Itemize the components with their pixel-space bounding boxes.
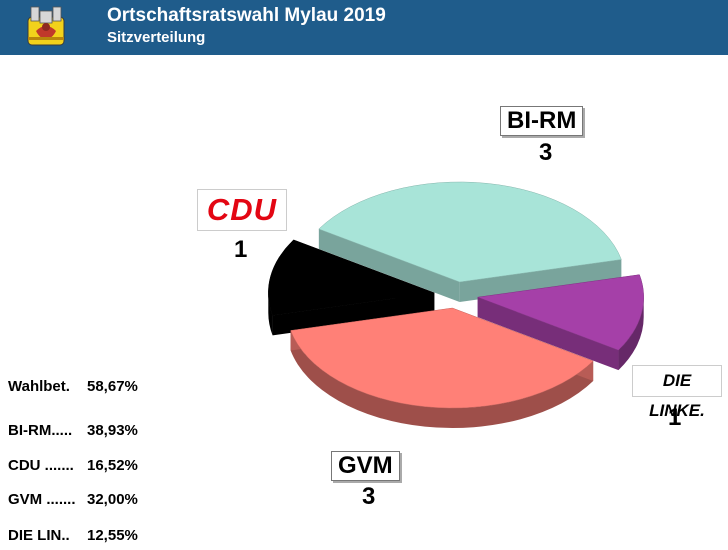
town-crest-icon	[27, 6, 65, 46]
die-linke-logo: DIE LINKE.	[632, 365, 722, 420]
pie-top-layer	[268, 181, 644, 409]
slice-wall-die-linke-1	[477, 297, 619, 371]
slice-die-linke	[477, 274, 644, 351]
stat-dots: .......	[42, 491, 76, 508]
cdu-logo: CDU	[197, 189, 287, 231]
page-subtitle: Sitzverteilung	[107, 29, 206, 46]
page-title: Ortschaftsratswahl Mylau 2019	[107, 5, 386, 26]
stat-dots: ..	[61, 527, 70, 544]
stat-label: BI-RM	[8, 422, 52, 439]
slice-cdu	[268, 239, 435, 316]
stat-dots: .......	[40, 457, 74, 474]
slice-wall-bi-rm-0	[318, 228, 460, 302]
seats-gvm: 3	[362, 483, 376, 510]
stat-label: GVM	[8, 491, 43, 508]
slice-wall-bi-rm-1	[459, 259, 622, 302]
stat-value: 16,52%	[87, 457, 138, 474]
stat-row-turnout: Wahlbet. 58,67%	[8, 378, 138, 395]
slice-wall-cdu-0	[272, 292, 435, 336]
label-gvm: GVM	[331, 451, 400, 481]
seats-die-linke: 1	[668, 404, 682, 431]
stat-row-gvm: GVM ....... 32,00%	[8, 491, 138, 508]
header-bar: Ortschaftsratswahl Mylau 2019 Sitzvertei…	[0, 0, 728, 55]
stat-label: CDU	[8, 457, 41, 474]
stat-label: Wahlbet.	[8, 378, 70, 395]
slice-rim-cdu	[268, 292, 273, 336]
stat-value: 32,00%	[87, 491, 138, 508]
stat-row-die-linke: DIE LIN.. 12,55%	[8, 527, 138, 544]
stat-value: 12,55%	[87, 527, 138, 544]
stat-row-cdu: CDU ....... 16,52%	[8, 457, 138, 474]
stat-label: DIE LIN	[8, 527, 62, 544]
slice-rim-die-linke	[618, 297, 644, 371]
slice-rim-gvm	[290, 330, 594, 429]
slice-bi-rm	[318, 181, 622, 283]
slice-gvm	[290, 307, 594, 409]
label-bi-rm: BI-RM	[500, 106, 584, 136]
stat-row-bi-rm: BI-RM..... 38,93%	[8, 422, 138, 439]
seats-bi-rm: 3	[539, 139, 553, 166]
stat-dots: .....	[51, 422, 73, 439]
cdu-logo-text: CDU	[206, 192, 278, 227]
seats-cdu: 1	[234, 236, 248, 263]
stat-value: 38,93%	[87, 422, 138, 439]
die-linke-logo-text: DIE LINKE.	[649, 371, 705, 420]
stat-value: 58,67%	[87, 378, 138, 395]
